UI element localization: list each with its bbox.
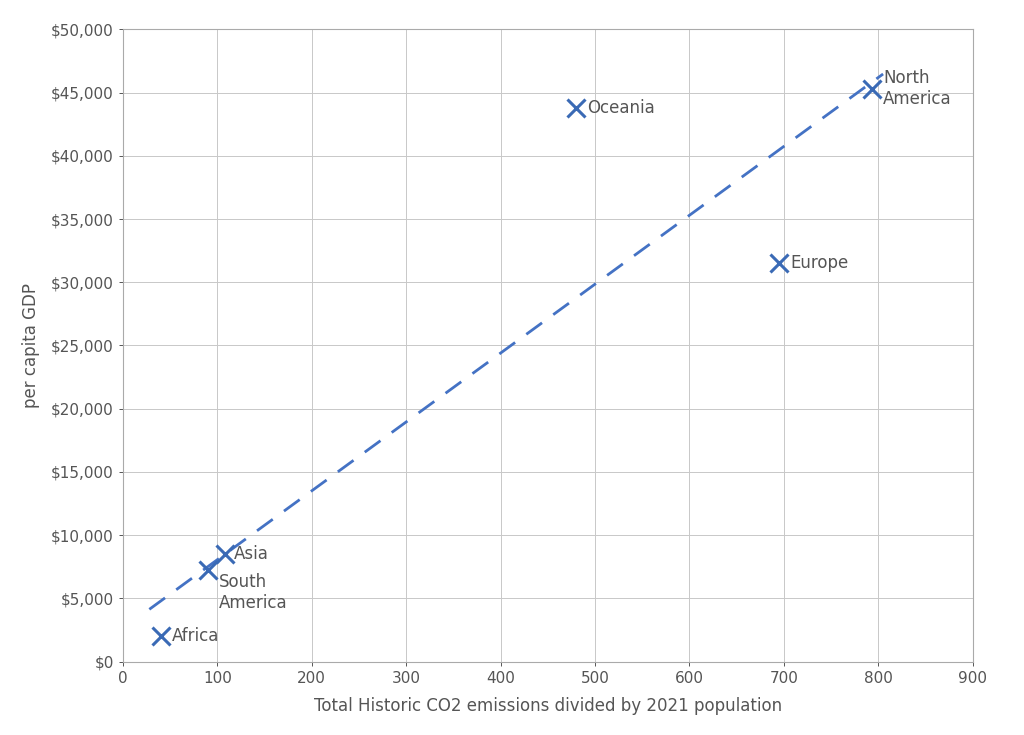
Text: South
America: South America	[219, 573, 288, 612]
Text: Oceania: Oceania	[588, 98, 655, 117]
X-axis label: Total Historic CO2 emissions divided by 2021 population: Total Historic CO2 emissions divided by …	[313, 697, 782, 714]
Text: North
America: North America	[883, 69, 951, 108]
Y-axis label: per capita GDP: per capita GDP	[22, 283, 40, 408]
Text: Europe: Europe	[791, 254, 849, 272]
Text: Africa: Africa	[172, 627, 219, 645]
Text: Asia: Asia	[234, 545, 269, 563]
